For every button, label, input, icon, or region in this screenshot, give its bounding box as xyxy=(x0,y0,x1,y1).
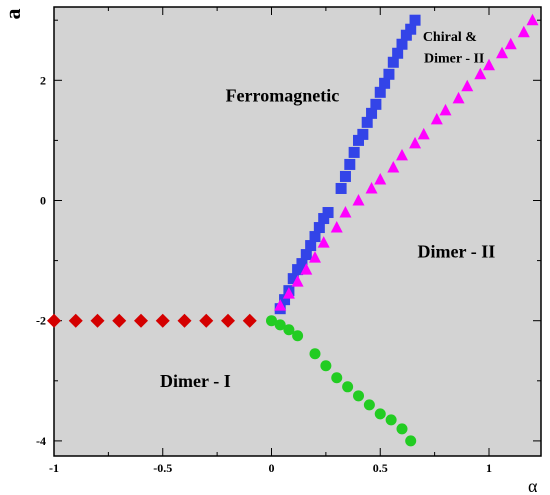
triangle-marker xyxy=(452,91,465,104)
x-tick-label: 0.5 xyxy=(373,461,388,475)
diamond-marker xyxy=(47,313,61,328)
triangle-marker xyxy=(517,25,530,38)
x-tick-label: 1 xyxy=(486,461,492,475)
square-marker xyxy=(335,182,347,194)
y-tick-label: -2 xyxy=(36,314,46,328)
diamond-marker xyxy=(112,313,127,328)
square-marker xyxy=(279,294,291,306)
square-marker xyxy=(409,14,421,26)
square-marker xyxy=(309,231,321,243)
diamond-marker xyxy=(242,313,257,328)
axis-ticks xyxy=(53,7,541,456)
triangle-marker xyxy=(317,236,330,248)
circle-marker xyxy=(292,330,304,342)
circle-marker xyxy=(274,319,286,331)
triangle-marker xyxy=(461,79,474,92)
triangle-marker xyxy=(409,136,422,149)
triangle-marker xyxy=(291,275,304,287)
y-tick-label: -4 xyxy=(36,434,46,448)
triangle-marker xyxy=(439,103,452,116)
square-marker xyxy=(379,77,391,89)
plot-area xyxy=(53,6,542,457)
region-label: Dimer - II xyxy=(418,242,496,262)
y-tick-label: 0 xyxy=(40,194,46,208)
diamond-marker xyxy=(134,313,148,328)
triangle-marker xyxy=(300,263,313,275)
region-label: Dimer - I xyxy=(160,371,231,391)
region-label: Ferromagnetic xyxy=(226,85,340,105)
triangle-marker xyxy=(309,251,321,263)
triangle-marker xyxy=(282,287,295,299)
square-marker xyxy=(305,240,317,252)
square-marker xyxy=(339,170,351,182)
circle-marker xyxy=(353,390,364,402)
circle-marker xyxy=(385,414,397,426)
circle-marker xyxy=(309,348,321,360)
square-marker xyxy=(361,116,373,128)
triangle-marker xyxy=(526,13,539,26)
triangle-marker xyxy=(274,299,287,311)
diamond-marker xyxy=(177,313,192,328)
triangle-marker xyxy=(387,160,400,173)
triangle-marker xyxy=(396,148,408,161)
axis-tick-labels: -1 -0.5 0 0.5 1 -4 -2 0 2 xyxy=(36,73,492,475)
circle-marker xyxy=(363,399,375,411)
square-marker xyxy=(344,158,356,170)
square-marker xyxy=(318,213,330,225)
diamond-marker xyxy=(68,313,83,328)
circle-marker xyxy=(374,408,386,420)
circle-marker xyxy=(331,372,343,384)
triangle-marker xyxy=(504,37,517,50)
data-markers xyxy=(47,13,539,447)
x-axis-title: α xyxy=(528,476,538,495)
triangle-marker xyxy=(365,181,378,194)
square-marker xyxy=(396,38,408,50)
triangle-marker xyxy=(496,46,509,59)
circle-marker xyxy=(405,435,417,447)
diamond-marker xyxy=(199,313,214,328)
square-marker xyxy=(296,258,308,270)
square-marker xyxy=(292,264,304,276)
square-marker xyxy=(300,249,312,261)
y-tick-label: 2 xyxy=(40,73,46,87)
square-marker xyxy=(353,134,364,146)
square-marker xyxy=(366,107,378,119)
square-marker xyxy=(400,29,412,41)
square-marker xyxy=(287,273,299,285)
square-marker xyxy=(348,146,360,158)
diamond-marker xyxy=(155,313,170,328)
triangle-marker xyxy=(483,58,495,71)
square-marker xyxy=(392,47,404,59)
circle-marker xyxy=(320,360,332,372)
circle-marker xyxy=(283,324,295,336)
x-tick-label: -1 xyxy=(49,461,59,475)
triangle-marker xyxy=(430,112,443,125)
square-marker xyxy=(405,23,417,35)
square-marker xyxy=(322,207,334,219)
region-annotations: Ferromagnetic Chiral & Dimer - II Dimer - I… xyxy=(160,30,495,391)
circle-marker xyxy=(396,423,408,435)
diamond-marker xyxy=(221,313,235,328)
triangle-marker xyxy=(417,127,430,140)
triangle-marker xyxy=(339,206,352,218)
square-marker xyxy=(357,128,369,140)
region-label: Dimer - II xyxy=(424,51,484,66)
square-marker xyxy=(313,222,325,234)
region-label: Chiral & xyxy=(423,30,477,45)
triangle-marker xyxy=(374,172,387,185)
square-marker xyxy=(387,56,399,68)
x-tick-label: 0 xyxy=(269,461,275,475)
diamond-marker xyxy=(90,313,105,328)
triangle-marker xyxy=(330,221,343,233)
triangle-marker xyxy=(474,67,487,80)
y-axis-title: a xyxy=(0,9,25,20)
circle-marker xyxy=(342,381,354,393)
x-tick-label: -0.5 xyxy=(153,461,172,475)
circle-marker xyxy=(266,315,277,327)
square-marker xyxy=(370,98,382,110)
square-marker xyxy=(383,68,395,80)
square-marker xyxy=(374,86,386,98)
triangle-marker xyxy=(352,194,365,206)
